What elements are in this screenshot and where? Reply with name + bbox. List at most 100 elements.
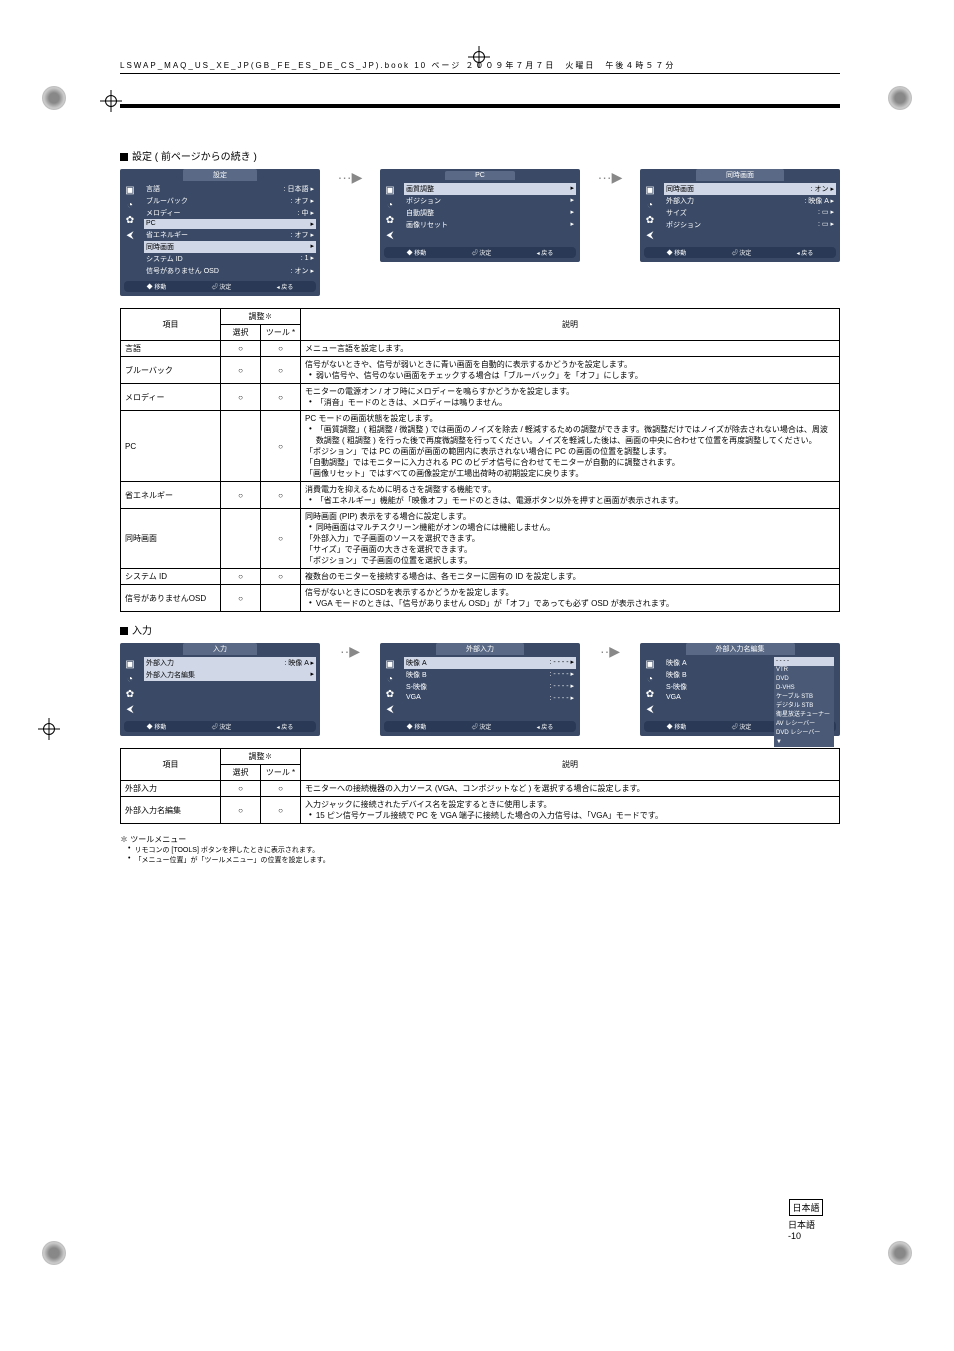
gear-icon: ✿ — [386, 689, 394, 700]
cell-select: ○ — [221, 341, 261, 357]
section-title-text: 入力 — [132, 626, 152, 637]
cell-select: ○ — [221, 569, 261, 585]
osd-menu-item: 言語: 日本語 ▸ — [144, 183, 316, 195]
th-select: 選択 — [221, 325, 261, 341]
osd-menu-external-input: 外部入力 ▣ ◔ ✿ ⮜ 映像 A: - - - - ▸映像 B: - - - … — [380, 643, 580, 736]
osd-footer-hint: ◂ 戻る — [277, 282, 294, 291]
edit-option: AV レシーバー — [774, 720, 834, 729]
osd-footer-hint: ◆ 移動 — [667, 248, 687, 257]
th-desc: 説明 — [301, 309, 840, 341]
clock-icon: ◔ — [647, 200, 653, 211]
edit-option: デジタル STB — [774, 702, 834, 711]
page-number: 日本語 -10 — [788, 1218, 824, 1241]
cell-item: 外部入力 — [121, 781, 221, 797]
clock-icon: ◔ — [647, 674, 653, 685]
osd-footer-hint: ◂ 戻る — [797, 248, 814, 257]
cell-select: ○ — [221, 482, 261, 509]
osd-footer-hint: ⏎ 決定 — [212, 722, 232, 731]
table-row: システム ID○○複数台のモニターを接続する場合は、各モニターに固有の ID を… — [121, 569, 840, 585]
footnote-line: リモコンの [TOOLS] ボタンを押したときに表示されます。 — [120, 845, 840, 855]
gear-icon: ✿ — [646, 215, 654, 226]
cell-desc: PC モードの画面状態を設定します。•「画質調整」( 粗調整 / 微調整 ) で… — [301, 411, 840, 482]
arrow-right-icon: ··▶ — [340, 643, 360, 660]
osd-menu-item: 省エネルギー: オフ ▸ — [144, 229, 316, 241]
osd-menu-item: 外部入力: 映像 A ▸ — [664, 195, 836, 207]
osd-tab: 外部入力 — [436, 643, 524, 655]
page-number-block: 日本語 日本語 -10 — [788, 1199, 824, 1241]
osd-footer-hint: ◆ 移動 — [667, 722, 687, 731]
th-tool: ツール * — [261, 325, 301, 341]
table-row: 信号がありませんOSD○信号がないときにOSDを表示するかどうかを設定します。•… — [121, 585, 840, 612]
table-row: メロディー○○モニターの電源オン / オフ時にメロディーを鳴らすかどうかを設定し… — [121, 384, 840, 411]
osd-sidebar-icons: ▣ ◔ ✿ ⮜ — [640, 655, 660, 719]
settings-table: 項目 調整✽ 説明 選択 ツール * 言語○○メニュー言語を設定します。ブルーバ… — [120, 308, 840, 612]
arrow-right-icon: ···▶ — [338, 169, 363, 186]
crop-mark — [38, 718, 60, 740]
section-title-text: 設定 ( 前ページからの続き ) — [132, 152, 257, 163]
osd-footer-hint: ◆ 移動 — [147, 282, 167, 291]
osd-footer-hint: ◆ 移動 — [407, 722, 427, 731]
input-icon: ⮜ — [646, 704, 653, 715]
input-icon: ⮜ — [386, 704, 393, 715]
cell-desc: モニターへの接続機器の入力ソース (VGA、コンポジットなど ) を選択する場合… — [301, 781, 840, 797]
cell-item: 信号がありませんOSD — [121, 585, 221, 612]
osd-tab: 入力 — [183, 643, 257, 655]
input-icon: ⮜ — [386, 230, 393, 241]
osd-menu-item: 画像リセット ▸ — [404, 219, 576, 231]
osd-menu-item: S-映像: - - - - ▸ — [404, 681, 576, 693]
arrow-right-icon: ··▶ — [600, 643, 620, 660]
gear-icon: ✿ — [126, 689, 134, 700]
input-table: 項目 調整✽ 説明 選択 ツール * 外部入力○○モニターへの接続機器の入力ソー… — [120, 748, 840, 824]
osd-menu-item: 信号がありません OSD: オン ▸ — [144, 265, 316, 277]
edit-option: DVD レシーバー — [774, 729, 834, 738]
osd-footer-hint: ⏎ 決定 — [212, 282, 232, 291]
osd-menu-item: PC ▸ — [144, 219, 316, 229]
cell-desc: 同時画面 (PIP) 表示をする場合に設定します。•同時画面はマルチスクリーン機… — [301, 509, 840, 569]
osd-footer-hint: ◂ 戻る — [537, 248, 554, 257]
osd-menu-item: ポジション: ▭ ▸ — [664, 219, 836, 231]
osd-menu-item: 映像 A: - - - - ▸ — [404, 657, 576, 669]
asterisk: ✽ — [265, 752, 273, 761]
osd-menu-item: 外部入力名編集 ▸ — [144, 669, 316, 681]
osd-menu-input: 入力 ▣ ◔ ✿ ⮜ 外部入力: 映像 A ▸外部入力名編集 ▸ ◆ 移動⏎ 決… — [120, 643, 320, 736]
osd-sidebar-icons: ▣ ◔ ✿ ⮜ — [380, 655, 400, 719]
osd-footer-hint: ◂ 戻る — [537, 722, 554, 731]
cell-item: 外部入力名編集 — [121, 797, 221, 824]
osd-sidebar-icons: ▣ ◔ ✿ ⮜ — [380, 181, 400, 245]
asterisk: ✽ — [265, 312, 273, 321]
osd-sidebar-icons: ▣ ◔ ✿ ⮜ — [640, 181, 660, 245]
cell-desc: 複数台のモニターを接続する場合は、各モニターに固有の ID を設定します。 — [301, 569, 840, 585]
th-item: 項目 — [121, 749, 221, 781]
osd-tab: 外部入力名編集 — [686, 643, 795, 655]
osd-menu-item: 同時画面 ▸ — [144, 241, 316, 253]
binder-ring — [888, 1241, 912, 1265]
edit-options-popup: - - - -VTRDVDD-VHSケーブル STBデジタル STB衛星放送チュ… — [774, 657, 834, 747]
table-row: 外部入力○○モニターへの接続機器の入力ソース (VGA、コンポジットなど ) を… — [121, 781, 840, 797]
osd-menu-item: 同時画面: オン ▸ — [664, 183, 836, 195]
osd-menu-settings: 設定 ▣ ◔ ✿ ⮜ 言語: 日本語 ▸ブルーバック: オフ ▸メロディー: 中… — [120, 169, 320, 296]
clock-icon: ◔ — [387, 674, 393, 685]
edit-option: - - - - — [774, 657, 834, 666]
footnote-line: 「メニュー位置」が「ツールメニュー」の位置を設定します。 — [120, 855, 840, 865]
cell-tool — [261, 585, 301, 612]
cell-desc: モニターの電源オン / オフ時にメロディーを鳴らすかどうかを設定します。•「消音… — [301, 384, 840, 411]
table-row: 外部入力名編集○○入力ジャックに接続されたデバイス名を設定するときに使用します。… — [121, 797, 840, 824]
input-icon: ⮜ — [126, 230, 133, 241]
table-row: PC○PC モードの画面状態を設定します。•「画質調整」( 粗調整 / 微調整 … — [121, 411, 840, 482]
osd-menu-item: サイズ: ▭ ▸ — [664, 207, 836, 219]
header-rule — [120, 104, 840, 108]
cell-select: ○ — [221, 781, 261, 797]
page-content: LSWAP_MAQ_US_XE_JP(GB_FE_ES_DE_CS_JP).bo… — [120, 60, 840, 865]
clock-icon: ◔ — [127, 200, 133, 211]
clock-icon: ◔ — [127, 674, 133, 685]
picture-icon: ▣ — [385, 185, 394, 196]
footnote: ✽ ツールメニュー リモコンの [TOOLS] ボタンを押したときに表示されます… — [120, 834, 840, 865]
osd-footer-hint: ◆ 移動 — [147, 722, 167, 731]
print-file-header: LSWAP_MAQ_US_XE_JP(GB_FE_ES_DE_CS_JP).bo… — [120, 60, 840, 74]
section-title-input: 入力 — [120, 622, 840, 637]
osd-footer-hint: ◆ 移動 — [407, 248, 427, 257]
cell-select — [221, 411, 261, 482]
osd-sidebar-icons: ▣ ◔ ✿ ⮜ — [120, 655, 140, 719]
cell-item: システム ID — [121, 569, 221, 585]
osd-footer-hint: ⏎ 決定 — [732, 722, 752, 731]
